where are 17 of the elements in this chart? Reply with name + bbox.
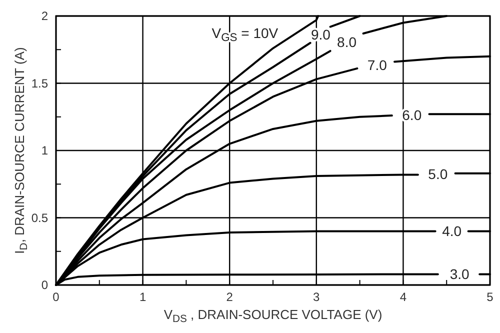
x-tick-label: 3 [313, 290, 320, 304]
x-tick-label: 1 [139, 290, 146, 304]
x-tick-label: 4 [400, 290, 407, 304]
y-tick-label: 2 [41, 9, 48, 23]
y-tick-label: 0 [41, 278, 48, 292]
series-label: 3.0 [450, 266, 470, 282]
x-tick-label: 2 [226, 290, 234, 304]
y-tick-label: 1.5 [31, 76, 48, 90]
x-tick-label: 0 [52, 290, 60, 304]
y-tick-label: 1 [41, 144, 48, 158]
series-label: 8.0 [337, 34, 357, 50]
y-tick-label: 0.5 [31, 210, 48, 225]
series-label: 5.0 [428, 166, 448, 182]
x-tick-label: 5 [486, 290, 494, 304]
series-label: 7.0 [367, 56, 388, 73]
series-label: 4.0 [442, 223, 462, 240]
x-axis-title: V$_{DS}$ , DRAIN-SOURCE VOLTAGE (V) [164, 307, 382, 325]
